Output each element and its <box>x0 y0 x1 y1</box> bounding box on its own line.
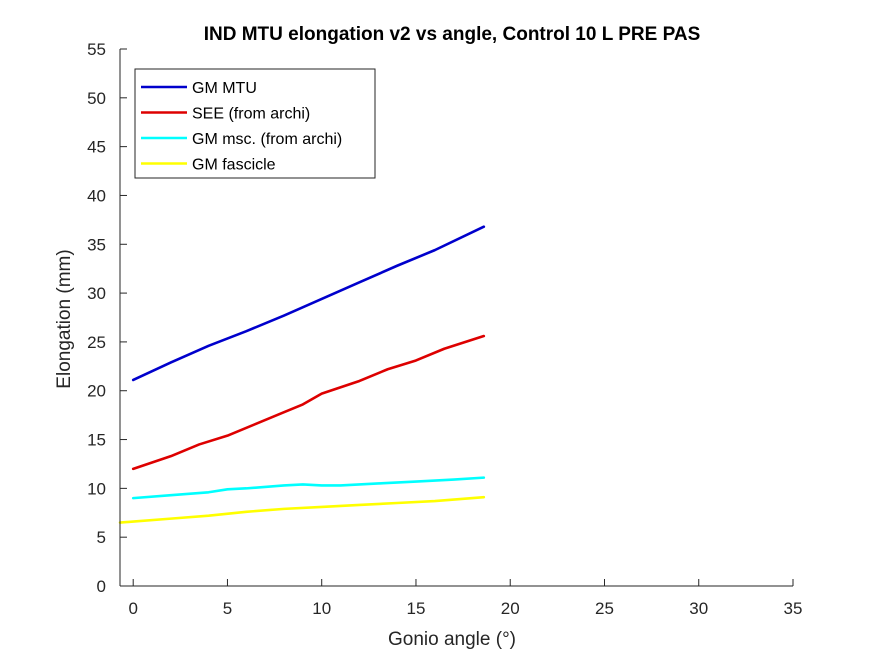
y-tick-label: 15 <box>87 431 106 450</box>
legend-label-1: GM MTU <box>192 80 257 97</box>
x-tick-label: 0 <box>128 599 137 618</box>
axes: 0 5 10 15 20 25 30 35 0 5 10 15 20 25 30 35 40 45 50 55 <box>87 40 802 618</box>
series-line-3 <box>131 476 486 500</box>
y-tick-label: 20 <box>87 382 106 401</box>
legend-label-4: GM fascicle <box>192 157 276 174</box>
y-tick-label: 10 <box>87 479 106 498</box>
legend-items: GM MTU SEE (from archi) GM msc. (from arch… <box>141 80 342 174</box>
y-tick-label: 0 <box>97 577 106 596</box>
y-tick-label: 45 <box>87 138 106 157</box>
y-tick-label: 25 <box>87 333 106 352</box>
series-line-1 <box>131 225 486 382</box>
y-tick-label: 35 <box>87 235 106 254</box>
x-tick-label: 35 <box>784 599 803 618</box>
y-tick-label: 40 <box>87 186 106 205</box>
x-tick-label: 30 <box>689 599 708 618</box>
x-tick-label: 25 <box>595 599 614 618</box>
y-tick-label: 50 <box>87 89 106 108</box>
axis-layer: 0 5 10 15 20 25 30 35 0 5 10 15 20 25 30 35 40 45 50 55 <box>87 40 802 618</box>
x-axis-title: Gonio angle (°) <box>388 629 516 650</box>
y-tick-label: 55 <box>87 40 106 59</box>
series-layer <box>118 225 486 524</box>
x-tick-label: 10 <box>312 599 331 618</box>
legend: GM MTU SEE (from archi) GM msc. (from arch… <box>134 68 376 179</box>
y-tick-label: 5 <box>97 528 106 547</box>
series-line-4 <box>118 495 486 524</box>
x-tick-label: 20 <box>501 599 520 618</box>
chart-title: IND MTU elongation v2 vs angle, Control … <box>204 24 701 45</box>
y-axis-title: Elongation (mm) <box>54 249 75 388</box>
y-tick-label: 30 <box>87 284 106 303</box>
legend-label-2: SEE (from archi) <box>192 106 310 123</box>
legend-label-3: GM msc. (from archi) <box>192 131 342 148</box>
x-tick-label: 15 <box>407 599 426 618</box>
x-tick-label: 5 <box>223 599 232 618</box>
series-line-2 <box>131 334 486 471</box>
